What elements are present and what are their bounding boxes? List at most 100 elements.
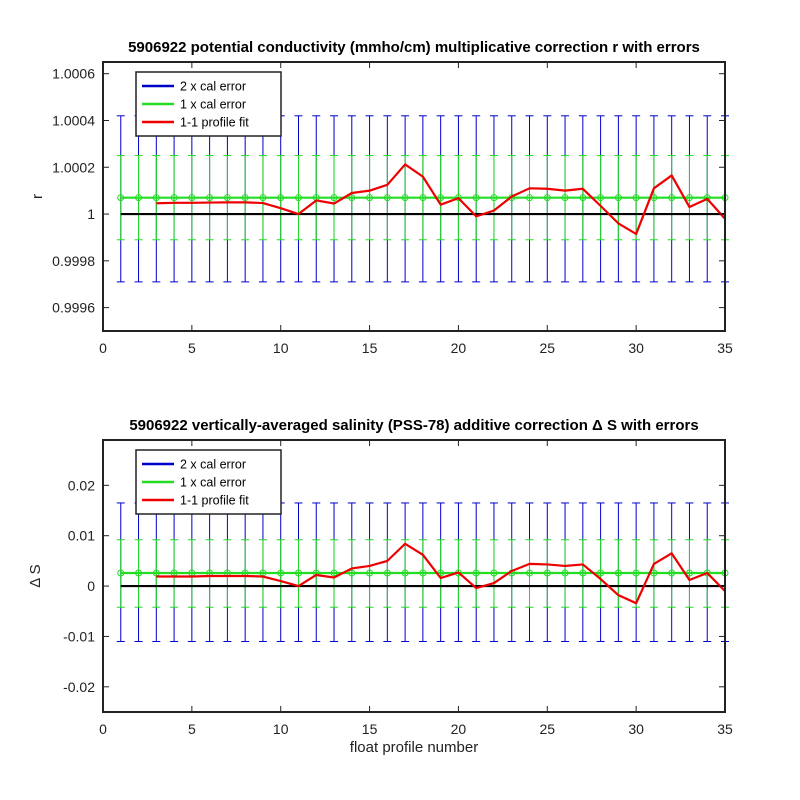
chart2-legend-label: 2 x cal error: [180, 458, 246, 472]
chart2-correction-marker: [135, 569, 143, 577]
chart1-ytick-label: 1.0006: [52, 66, 95, 82]
chart2-xtick-label: 10: [273, 721, 289, 737]
chart1-correction-marker: [526, 194, 534, 202]
chart1-xtick-label: 15: [362, 340, 378, 356]
chart2-ytick-label: 0.02: [68, 477, 95, 493]
chart2-correction-marker: [703, 569, 711, 577]
chart2-correction-marker: [526, 569, 534, 577]
chart2-legend-label: 1-1 profile fit: [180, 494, 249, 508]
chart1-correction-marker: [579, 194, 587, 202]
chart1-correction-marker: [561, 194, 569, 202]
chart2-correction-marker: [419, 569, 427, 577]
chart1-xtick-label: 5: [188, 340, 196, 356]
chart1-correction-marker: [419, 194, 427, 202]
chart1-title: 5906922 potential conductivity (mmho/cm)…: [128, 39, 700, 56]
chart2-correction-marker: [685, 569, 693, 577]
chart2-ytick-label: -0.01: [63, 628, 95, 644]
chart1-correction-marker: [206, 194, 214, 202]
chart2-xtick-label: 0: [99, 721, 107, 737]
chart2-axes-box: [102, 439, 726, 713]
chart1-ytick-label: 0.9996: [52, 300, 95, 316]
chart1-correction-marker: [277, 194, 285, 202]
chart1-xtick-label: 0: [99, 340, 107, 356]
chart2-xtick-label: 20: [451, 721, 467, 737]
chart1-plot: 5906922 potential conductivity (mmho/cm)…: [29, 39, 733, 356]
chart1-correction-marker: [330, 194, 338, 202]
chart2-title: 5906922 vertically-averaged salinity (PS…: [129, 417, 698, 434]
chart2-correction-marker: [348, 569, 356, 577]
chart2-legend-label: 1 x cal error: [180, 476, 246, 490]
chart1-correction-marker: [241, 194, 249, 202]
chart1-legend: 2 x cal error 1 x cal error 1-1 profile fi…: [135, 71, 282, 137]
chart1-legend-label: 1 x cal error: [180, 98, 246, 112]
chart1-ylabel: r: [29, 194, 46, 199]
chart1-correction-marker: [614, 194, 622, 202]
chart2-correction-marker: [294, 569, 302, 577]
chart2-correction-marker: [597, 569, 605, 577]
chart1-xtick-label: 35: [717, 340, 733, 356]
chart2-correction-marker: [383, 569, 391, 577]
chart2-ytick-label: 0: [87, 578, 95, 594]
chart1-correction-marker: [152, 194, 160, 202]
chart2-xtick-label: 30: [628, 721, 644, 737]
chart1-xtick-label: 10: [273, 340, 289, 356]
chart1-correction-marker: [188, 194, 196, 202]
chart1-legend-label: 2 x cal error: [180, 80, 246, 94]
chart1-correction-marker: [223, 194, 231, 202]
chart2-ytick-label: 0.01: [68, 528, 95, 544]
chart1-correction-marker: [366, 194, 374, 202]
chart1-ytick-label: 1.0004: [52, 112, 95, 128]
chart1-correction-marker: [668, 194, 676, 202]
chart2-correction-marker: [579, 569, 587, 577]
chart1-ytick-label: 0.9998: [52, 253, 95, 269]
chart2-correction-marker: [117, 569, 125, 577]
chart1-correction-marker: [472, 194, 480, 202]
chart1-axes-box: [102, 61, 726, 332]
chart2-correction-marker: [401, 569, 409, 577]
chart1-profile-fit-line: [156, 163, 726, 236]
chart2-correction-marker: [632, 569, 640, 577]
chart1-correction-marker: [259, 194, 267, 202]
chart1-xtick-label: 25: [539, 340, 555, 356]
chart1-ytick-label: 1: [87, 206, 95, 222]
chart2-correction-marker: [472, 569, 480, 577]
chart1-correction-marker: [597, 194, 605, 202]
chart1-correction-marker: [490, 194, 498, 202]
chart2-xlabel: float profile number: [350, 739, 478, 756]
chart2-correction-marker: [668, 569, 676, 577]
chart1-correction-marker: [170, 194, 178, 202]
chart2-correction-marker: [366, 569, 374, 577]
chart1-correction-marker: [632, 194, 640, 202]
chart2-plot: 5906922 vertically-averaged salinity (PS…: [27, 417, 733, 756]
chart1-xtick-label: 20: [451, 340, 467, 356]
chart1-correction-marker: [703, 194, 711, 202]
chart2-xtick-label: 5: [188, 721, 196, 737]
chart2-ylabel: Δ S: [27, 564, 44, 587]
chart1-correction-marker: [383, 194, 391, 202]
chart1-correction-marker: [135, 194, 143, 202]
chart1-legend-label: 1-1 profile fit: [180, 116, 249, 130]
chart2-correction-marker: [614, 569, 622, 577]
chart2-correction-marker: [330, 569, 338, 577]
chart1-xtick-label: 30: [628, 340, 644, 356]
chart2-correction-marker: [490, 569, 498, 577]
chart2-correction-marker: [543, 569, 551, 577]
chart1-correction-marker: [348, 194, 356, 202]
chart2-legend: 2 x cal error 1 x cal error 1-1 profile fi…: [135, 449, 282, 515]
chart2-xtick-label: 25: [539, 721, 555, 737]
chart1-correction-marker: [437, 194, 445, 202]
chart1-correction-marker: [401, 194, 409, 202]
chart1-correction-markers: [117, 194, 729, 202]
chart1-correction-marker: [543, 194, 551, 202]
chart2-ytick-label: -0.02: [63, 679, 95, 695]
chart1-correction-marker: [117, 194, 125, 202]
chart2-correction-marker: [561, 569, 569, 577]
chart2-xtick-label: 15: [362, 721, 378, 737]
chart2-xtick-label: 35: [717, 721, 733, 737]
chart2-profile-fit-line: [156, 542, 726, 605]
chart2-correction-marker: [277, 569, 285, 577]
chart1-correction-marker: [454, 194, 462, 202]
chart1-correction-marker: [685, 194, 693, 202]
chart1-ytick-label: 1.0002: [52, 159, 95, 175]
